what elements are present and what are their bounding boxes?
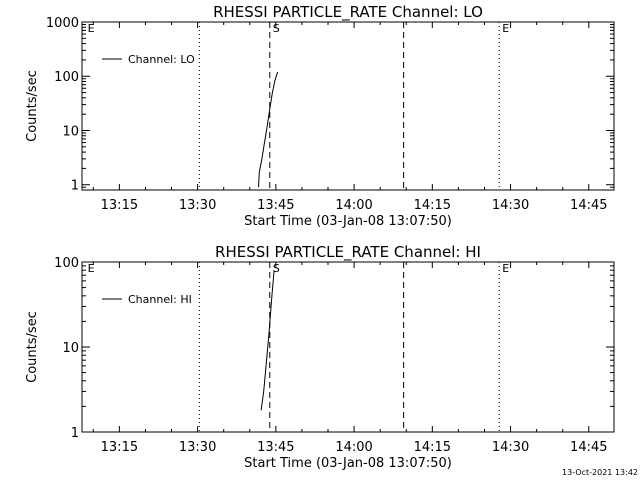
x-tick-label: 14:00 [335,440,372,455]
event-marker-label: E [502,262,509,275]
y-tick-label: 1000 [46,16,79,31]
x-tick-label: 14:45 [570,198,607,213]
series-line-channel-lo [258,71,279,188]
x-tick-label: 13:45 [257,198,294,213]
x-tick-label: 14:30 [492,440,529,455]
chart-title: RHESSI PARTICLE_RATE Channel: HI [215,243,481,262]
y-tick-label: 10 [62,341,79,356]
x-axis-label: Start Time (03-Jan-08 13:07:50) [244,214,452,229]
chart-title: RHESSI PARTICLE_RATE Channel: LO [213,3,483,22]
x-tick-label: 14:00 [335,198,372,213]
x-tick-label: 13:30 [179,440,216,455]
y-tick-label: 100 [54,70,79,85]
x-tick-label: 13:30 [179,198,216,213]
event-marker-label: S [273,22,280,35]
event-marker-label: E [88,262,95,275]
event-marker-label: S [273,262,280,275]
series-line-channel-hi [260,270,275,411]
plot-frame [81,261,615,433]
x-tick-label: 13:15 [101,440,138,455]
x-tick-label: 13:45 [257,440,294,455]
y-tick-label: 1 [71,179,79,194]
y-axis-label: Counts/sec [25,70,40,142]
x-tick-label: 13:15 [101,198,138,213]
x-tick-label: 14:15 [414,440,451,455]
legend-label: Channel: HI [128,293,192,306]
event-marker-label: E [502,22,509,35]
footer-timestamp: 13-Oct-2021 13:42 [562,468,638,477]
y-tick-label: 10 [62,124,79,139]
y-axis-label: Counts/sec [25,311,40,383]
event-marker-label: E [88,22,95,35]
legend-label: Channel: LO [128,53,195,66]
plot-frame [81,21,615,191]
x-axis-label: Start Time (03-Jan-08 13:07:50) [244,456,452,471]
y-tick-label: 100 [54,256,79,271]
y-tick-label: 1 [71,426,79,441]
x-tick-label: 14:30 [492,198,529,213]
x-tick-label: 14:45 [570,440,607,455]
x-tick-label: 14:15 [414,198,451,213]
